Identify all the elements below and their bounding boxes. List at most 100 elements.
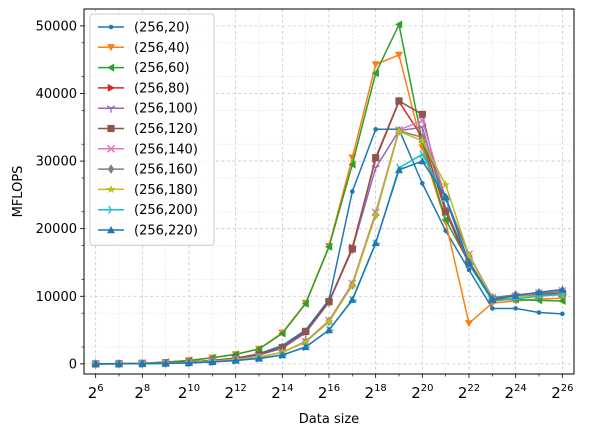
x-tick-label: 224	[505, 383, 527, 402]
x-tick-label-exponent: 22	[467, 383, 480, 394]
legend-marker	[107, 226, 115, 234]
data-point	[419, 150, 427, 159]
data-point	[394, 126, 404, 135]
y-tick-label: 40000	[36, 87, 77, 102]
x-tick-label-exponent: 12	[234, 383, 247, 394]
data-point	[395, 20, 403, 29]
data-point	[373, 127, 378, 132]
x-tick-label-base: 2	[505, 384, 515, 402]
data-point	[231, 356, 240, 364]
data-point	[371, 69, 379, 78]
data-point	[511, 291, 520, 299]
x-tick-label-base: 2	[365, 384, 375, 402]
x-tick-label: 218	[365, 383, 387, 402]
legend-label: (256,180)	[134, 183, 198, 198]
axes: 26 28 210 212 214 216 218 220 222 224 226010000200…	[36, 19, 574, 402]
data-point	[185, 358, 193, 367]
data-point	[278, 351, 287, 359]
data-point	[418, 136, 427, 145]
data-point	[560, 311, 565, 317]
data-point	[418, 116, 427, 125]
x-tick-label-base: 2	[551, 384, 561, 402]
x-tick-label-base: 2	[88, 384, 98, 402]
y-tick-label: 30000	[36, 155, 77, 170]
legend-marker	[107, 44, 115, 52]
x-tick-label-exponent: 18	[374, 383, 387, 394]
data-point	[558, 285, 567, 293]
x-tick-label-base: 2	[271, 384, 281, 402]
legend-entry: (256,180)	[98, 183, 198, 198]
y-tick-label: 10000	[36, 290, 77, 305]
x-tick-label: 214	[271, 383, 293, 402]
data-point	[302, 327, 310, 336]
data-point	[535, 288, 543, 296]
data-point	[208, 357, 217, 366]
x-tick-label-base: 2	[225, 384, 235, 402]
legend-entry: (256,200)	[98, 203, 198, 218]
x-tick-label: 26	[88, 383, 104, 402]
series-11	[91, 157, 567, 368]
data-point	[278, 329, 286, 338]
data-point	[348, 295, 357, 303]
data-point	[488, 294, 497, 303]
data-point	[513, 306, 518, 311]
legend-label: (256,200)	[134, 203, 198, 218]
data-point	[395, 51, 403, 59]
legend-label: (256,80)	[134, 81, 190, 96]
data-point	[420, 181, 425, 186]
legend-entry: (256,20)	[98, 21, 190, 36]
y-tick-label: 50000	[36, 19, 77, 34]
x-tick-label-base: 2	[318, 384, 328, 402]
data-point	[301, 342, 310, 351]
x-tick-label-exponent: 14	[281, 383, 294, 394]
legend-label: (256,20)	[134, 21, 190, 36]
data-point	[558, 297, 566, 305]
legend-label: (256,60)	[134, 61, 190, 76]
legend-label: (256,220)	[134, 224, 198, 239]
legend-marker	[107, 63, 115, 72]
legend-entry: (256,80)	[98, 81, 190, 96]
legend-label: (256,120)	[134, 122, 198, 137]
data-point	[161, 359, 170, 367]
legend-entry: (256,40)	[98, 41, 190, 56]
legend: (256,20) (256,40) (256,60) (256,80) (256,100…	[89, 13, 215, 246]
data-point	[464, 251, 474, 260]
y-axis-label: MFLOPS	[11, 166, 26, 218]
x-tick-label: 212	[225, 383, 247, 402]
x-tick-label-exponent: 6	[97, 383, 103, 394]
x-tick-label: 28	[134, 383, 150, 402]
data-point	[465, 259, 473, 267]
x-tick-label-exponent: 26	[561, 383, 574, 394]
y-tick-label: 0	[69, 357, 77, 372]
legend-label: (256,100)	[134, 102, 198, 117]
x-tick-label-exponent: 16	[327, 383, 340, 394]
x-tick-label: 220	[411, 383, 433, 402]
data-point	[536, 310, 542, 315]
x-tick-label: 216	[318, 383, 340, 402]
data-point	[348, 280, 357, 290]
data-point	[371, 210, 380, 219]
data-point	[255, 354, 263, 362]
data-point	[395, 165, 403, 174]
data-point	[465, 320, 473, 328]
data-point	[350, 189, 355, 194]
x-tick-label-exponent: 8	[144, 383, 150, 394]
legend-entry: (256,160)	[98, 163, 198, 178]
data-point	[371, 238, 380, 247]
legend-entry: (256,100)	[98, 102, 198, 117]
data-point	[115, 359, 123, 367]
data-point	[418, 157, 427, 165]
legend-entry: (256,140)	[98, 142, 198, 157]
legend-entry: (256,120)	[98, 122, 198, 137]
legend-marker	[107, 164, 115, 174]
x-tick-label-base: 2	[134, 384, 144, 402]
y-tick-label: 20000	[36, 222, 77, 237]
legend-label: (256,40)	[134, 41, 190, 56]
data-point	[325, 298, 333, 306]
data-point	[441, 215, 449, 224]
x-tick-label: 222	[458, 383, 480, 402]
data-point	[325, 242, 333, 251]
legend-marker	[106, 144, 116, 153]
data-point	[325, 326, 333, 334]
